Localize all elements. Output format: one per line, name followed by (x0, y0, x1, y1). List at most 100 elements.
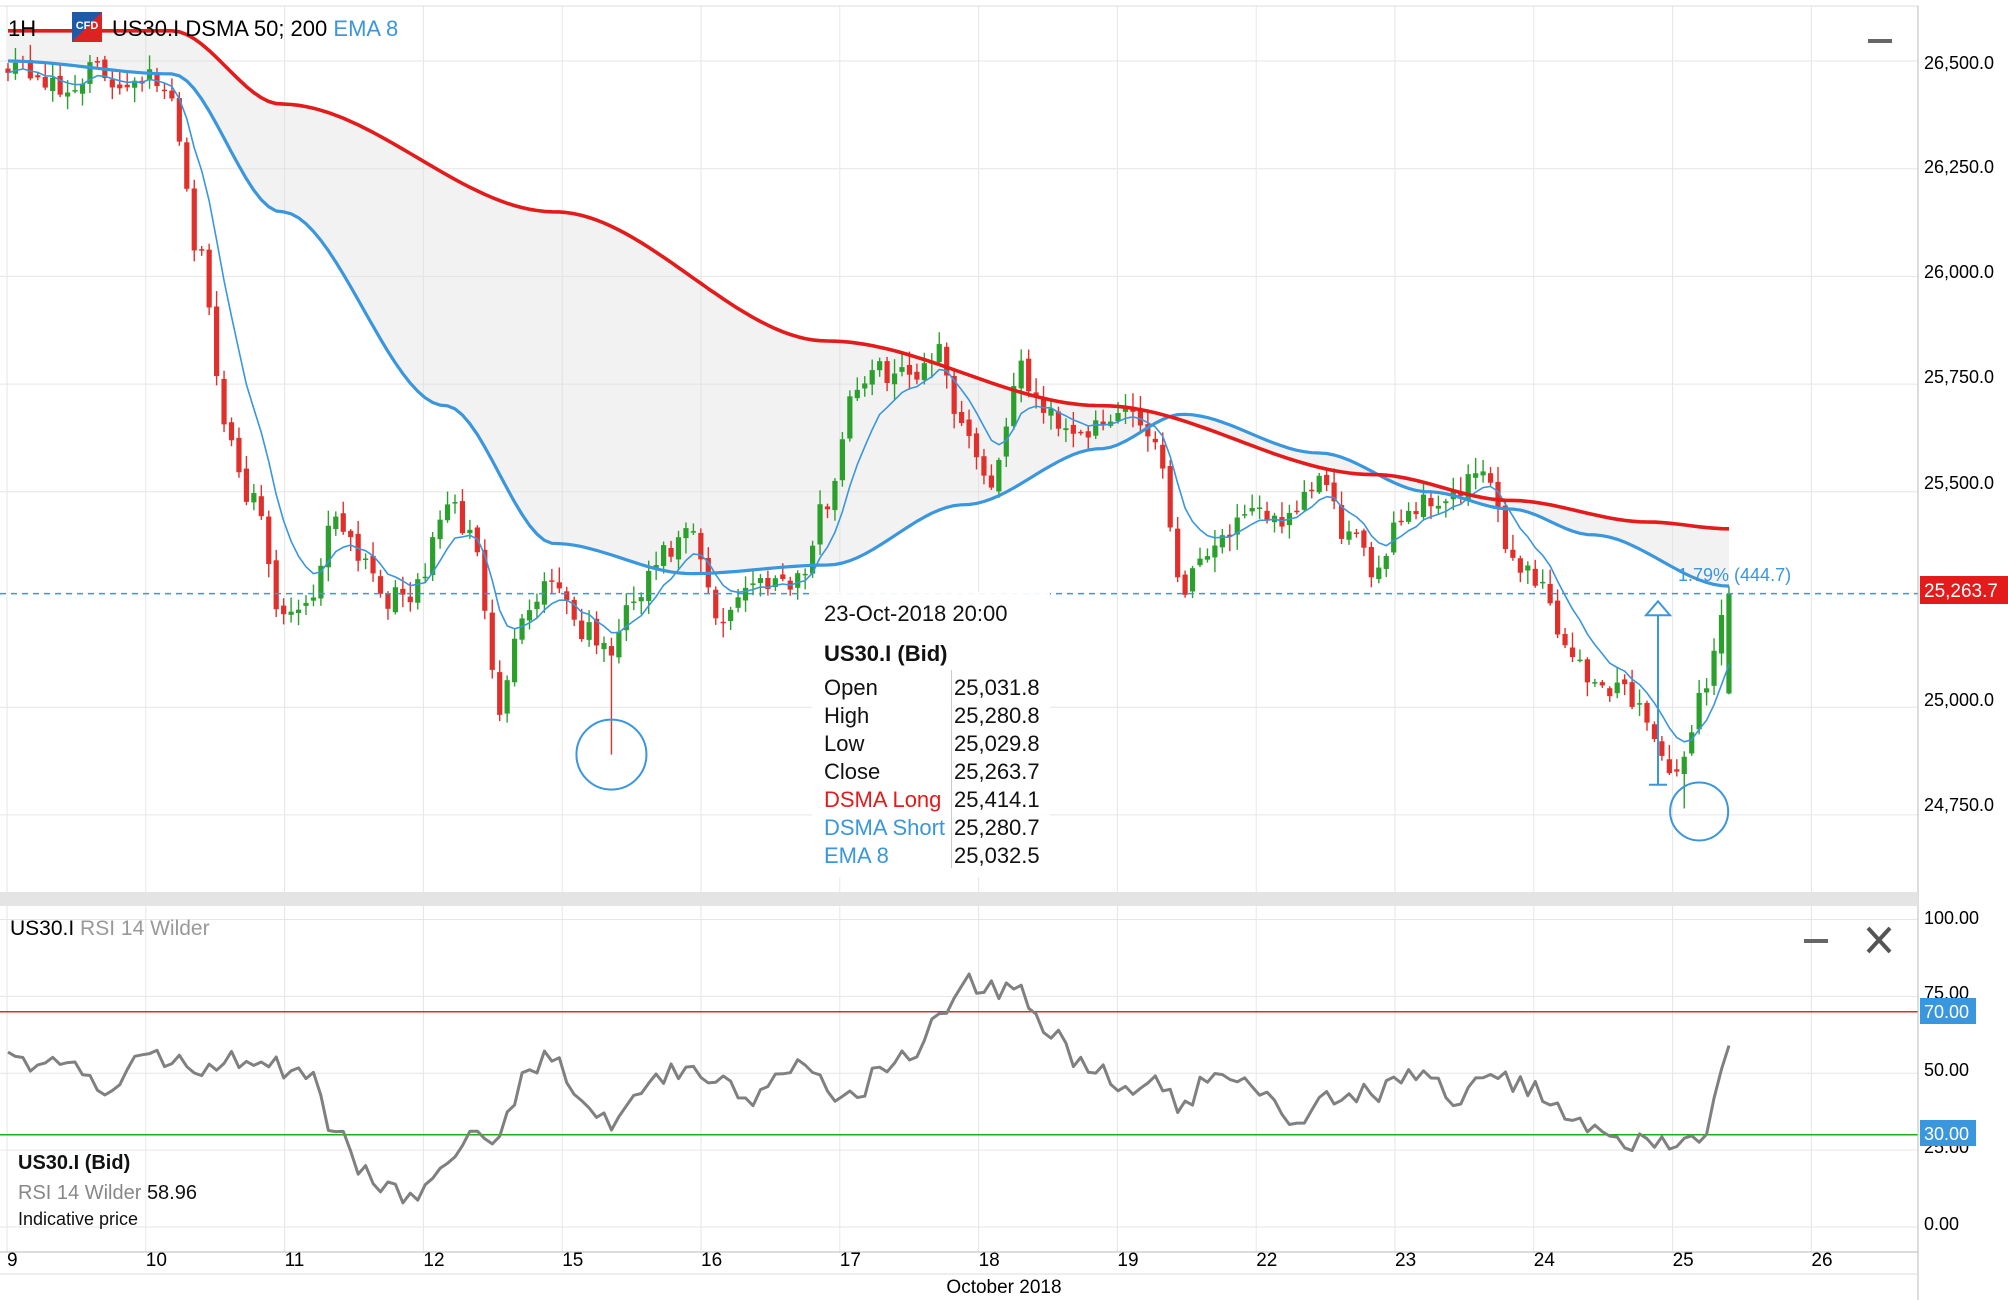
tooltip-row-label: High (824, 703, 870, 728)
candle-body (1644, 703, 1650, 723)
candle-body (668, 547, 674, 557)
candle-body (169, 90, 175, 99)
candle-body (1376, 567, 1382, 580)
last-price-marker: 25,263.7 (1920, 576, 2008, 604)
measure-label: 1.79% (444.7) (1678, 565, 1791, 585)
candle-body (430, 537, 436, 576)
rsi-legend-symbol: US30.I (Bid) (18, 1152, 131, 1174)
candle-body (579, 620, 585, 640)
grid (0, 6, 1918, 1252)
candle-body (1562, 633, 1568, 646)
candle-body (556, 582, 562, 589)
candle-body (817, 504, 823, 545)
candle-body (1093, 420, 1099, 436)
x-tick-label: 26 (1811, 1250, 1832, 1271)
candle-body (1651, 724, 1658, 740)
candle-body (266, 516, 272, 565)
price-axis: 26,500.0 26,250.0 26,000.0 25,750.0 25,5… (1924, 53, 1994, 815)
candle-body (1718, 615, 1725, 654)
svg-text:25,263.7: 25,263.7 (1924, 581, 1998, 602)
candle-body (303, 602, 309, 606)
candle-body (281, 605, 287, 615)
candle-body (407, 596, 413, 603)
tooltip-row: Open 25,031.8 (824, 674, 1049, 702)
tooltip-row: EMA 8 25,032.5 (824, 842, 1049, 870)
candle-body (1622, 679, 1628, 685)
candle-body (1666, 759, 1672, 774)
candle-body (1167, 466, 1173, 528)
tooltip-row-value: 25,414.1 (954, 787, 1040, 812)
candle-body (996, 459, 1002, 492)
candle-body (385, 594, 391, 609)
candle-body (1197, 558, 1203, 566)
candle-body (65, 92, 71, 97)
candle-body (340, 513, 346, 532)
rsi-title: US30.I RSI 14 Wilder (10, 917, 210, 940)
candle-body (377, 576, 384, 594)
candle-body (1338, 505, 1345, 539)
candle-body (914, 371, 920, 380)
candle-body (1726, 593, 1732, 694)
candle-body (206, 249, 212, 308)
candle-body (355, 533, 361, 561)
candle-body (638, 597, 644, 602)
candle-body (1391, 522, 1397, 553)
svg-text:70.00: 70.00 (1924, 1002, 1969, 1022)
candle-body (310, 597, 317, 601)
candle-body (437, 519, 443, 540)
candle-body (571, 599, 577, 620)
candle-body (1257, 507, 1263, 509)
candle-body (1659, 741, 1665, 756)
candle-body (504, 680, 510, 714)
candle-body (1711, 650, 1717, 686)
candle-body (1040, 397, 1047, 413)
candle-body (973, 433, 980, 458)
candle-body (1406, 510, 1412, 522)
candle-body (400, 588, 406, 595)
svg-text:30.00: 30.00 (1924, 1124, 1969, 1144)
candle-body (750, 583, 756, 585)
candle-body (132, 80, 138, 88)
minimize-price-panel-icon[interactable] (1868, 39, 1892, 43)
rsi-legend: US30.I (Bid) RSI 14 Wilder 58.96 Indicat… (18, 1148, 197, 1230)
candle-body (877, 361, 883, 371)
candle-body (1100, 421, 1106, 426)
ema8-line (7, 68, 1730, 743)
candle-body (415, 579, 421, 603)
candle-body (1324, 474, 1330, 485)
symbol-label: US30.I DSMA 50; 200 EMA 8 (112, 16, 398, 41)
candle-body (519, 618, 525, 640)
candle-body (273, 560, 279, 610)
oversold-marker: 30.00 (1920, 1120, 1976, 1146)
candle-body (921, 363, 927, 381)
close-rsi-panel-icon[interactable] (1866, 926, 1892, 954)
candle-body (444, 504, 451, 521)
candle-body (586, 622, 592, 640)
candle-body (1264, 510, 1270, 520)
candle-body (1525, 565, 1531, 571)
candle-body (757, 578, 764, 584)
panel-splitter[interactable] (0, 892, 1918, 906)
candle-body (1569, 647, 1576, 658)
candle-body (862, 383, 868, 389)
candle-body (549, 580, 555, 582)
candle-body (1584, 659, 1590, 683)
candle-body (1465, 474, 1471, 500)
x-tick-label: 11 (285, 1250, 305, 1271)
minimize-rsi-panel-icon[interactable] (1804, 939, 1828, 943)
ohlc-tooltip: 23-Oct-2018 20:00 US30.I (Bid) Open 25,03… (812, 592, 1050, 877)
candle-body (1473, 473, 1479, 478)
candle-body (1413, 511, 1419, 515)
candle-body (79, 83, 86, 94)
candle-body (1383, 556, 1389, 569)
candle-body (12, 62, 19, 74)
candle-body (191, 188, 197, 251)
dsma-band (8, 30, 1729, 587)
x-tick-label: 22 (1256, 1250, 1277, 1271)
candle-body (1145, 424, 1151, 437)
tooltip-row: Close 25,263.7 (824, 758, 1049, 786)
tooltip-row: DSMA Long 25,414.1 (824, 786, 1049, 814)
candle-body (802, 573, 808, 576)
candle-body (1294, 510, 1300, 513)
